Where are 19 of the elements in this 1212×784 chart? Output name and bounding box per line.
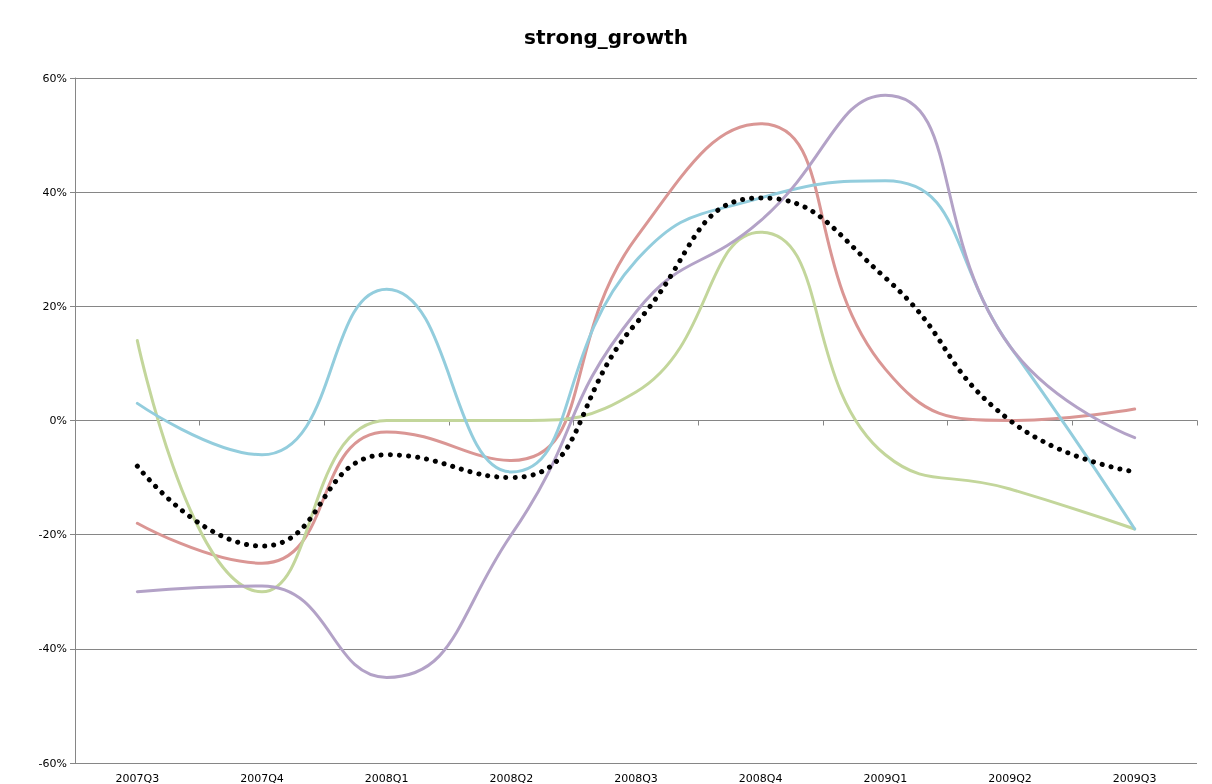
y-tick-label: 20% <box>42 299 67 313</box>
x-tick-label: 2009Q3 <box>1112 772 1157 784</box>
x-tick-label: 2008Q1 <box>364 772 409 784</box>
x-tick-label: 2008Q2 <box>489 772 534 784</box>
x-tick-label: 2008Q3 <box>614 772 658 784</box>
x-tick-label: 2009Q2 <box>988 772 1032 784</box>
x-tick-label: 2007Q4 <box>240 772 284 784</box>
x-tick-label: 2009Q1 <box>863 772 908 784</box>
y-tick-label: 40% <box>42 185 67 199</box>
x-tick-label: 2008Q4 <box>738 772 783 784</box>
line-series <box>135 122 1137 565</box>
x-tick-label: 2007Q3 <box>115 772 160 784</box>
y-tick-label: -20% <box>38 528 67 542</box>
chart-title: strong_growth <box>524 25 688 49</box>
y-tick-label: 0% <box>49 414 67 427</box>
line-series <box>135 93 1137 679</box>
y-tick-label: -60% <box>38 756 67 770</box>
y-tick-label: 60% <box>42 71 67 85</box>
y-tick-label: -40% <box>38 642 67 656</box>
